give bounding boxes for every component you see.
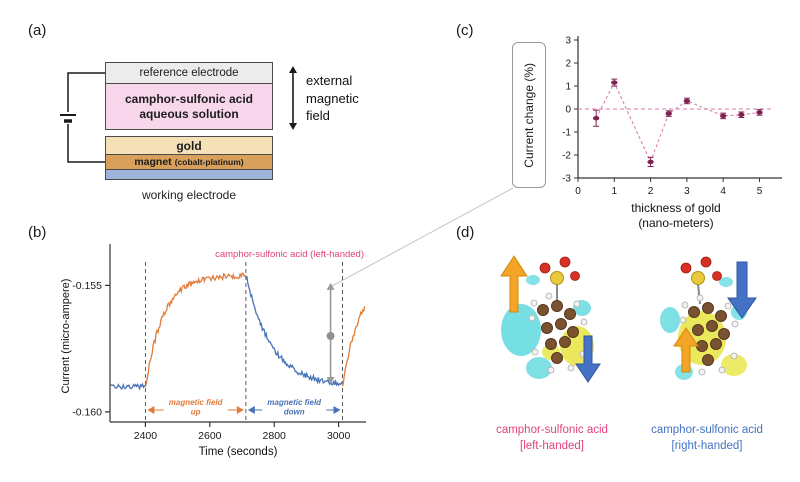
current-change-axis-label-box: Current change (%)	[512, 42, 546, 188]
spin-down-arrow-icon	[575, 335, 601, 383]
magnet-sublabel: (cobalt-platinum)	[174, 157, 244, 167]
svg-text:2800: 2800	[263, 430, 287, 442]
spin-up-arrow-icon	[500, 255, 528, 313]
svg-text:3000: 3000	[327, 430, 351, 442]
reference-electrode-label: reference electrode	[139, 67, 239, 79]
panel-b-label: (b)	[28, 224, 47, 241]
magnet-label: magnet	[134, 156, 172, 168]
sulfur-atom	[550, 271, 564, 285]
svg-text:1: 1	[565, 82, 571, 93]
oxygen-atoms	[680, 256, 722, 281]
electrode-stack: reference electrode camphor-sulfonic aci…	[105, 62, 273, 180]
working-electrode-label: working electrode	[141, 188, 237, 202]
right-molecule-caption-line2: [right-handed]	[671, 440, 743, 453]
carbon-atoms	[537, 300, 579, 364]
current-change-vs-thickness-chart: -3 -2 -1 0 1 2 3 0 1 2 3 4 5 thickness of gold(nano-m…	[562, 36, 782, 230]
cyan-isosurface	[526, 357, 552, 379]
svg-text:thickness of gold: thickness of gold	[631, 201, 720, 215]
cyan-isosurface	[526, 275, 540, 285]
yellow-isosurface	[721, 354, 747, 376]
svg-text:magnetic field: magnetic field	[169, 398, 224, 407]
external-field-label: external magnetic field	[306, 72, 359, 125]
svg-text:Current (micro-ampere): Current (micro-ampere)	[60, 279, 72, 394]
molecule-right-handed-image	[660, 256, 757, 380]
layer-solution: camphor-sulfonic acid aqueous solution	[105, 84, 273, 130]
panel-c-label: (c)	[456, 22, 474, 39]
svg-text:magnetic field: magnetic field	[267, 398, 322, 407]
external-field-line2: magnetic	[306, 90, 359, 106]
current-change-axis-label: Current change (%)	[522, 62, 536, 168]
svg-text:-3: -3	[562, 174, 571, 185]
right-molecule-caption-line1: camphor-sulfonic acid	[651, 424, 763, 436]
svg-text:-2: -2	[562, 151, 571, 162]
spin-down-arrow-icon	[727, 261, 757, 319]
solution-label-line2: aqueous solution	[139, 106, 239, 121]
cyan-isosurface	[719, 277, 733, 287]
svg-text:up: up	[191, 408, 201, 417]
magnet-base-band	[105, 170, 273, 180]
layer-magnet: magnet (cobalt-platinum)	[105, 155, 273, 170]
current-vs-time-chart: -0.155 -0.160 2400 2600 2800 3000 Time (second…	[60, 244, 366, 458]
svg-text:down: down	[284, 408, 305, 417]
left-molecule-caption: camphor-sulfonic acid [left-handed]	[467, 422, 637, 454]
svg-text:2400: 2400	[134, 430, 158, 442]
svg-text:0: 0	[565, 105, 571, 116]
svg-text:3: 3	[565, 36, 571, 47]
svg-text:-1: -1	[562, 128, 571, 139]
svg-text:1: 1	[612, 186, 618, 197]
carbon-atoms	[688, 302, 730, 366]
cyan-isosurface	[660, 307, 680, 333]
external-field-double-arrow-icon	[289, 66, 297, 130]
svg-text:4: 4	[720, 186, 726, 197]
sulfur-atom	[691, 271, 705, 285]
svg-text:-0.160: -0.160	[72, 406, 102, 418]
left-molecule-caption-line2: [left-handed]	[520, 440, 584, 453]
molecule-left-handed-image	[500, 255, 601, 383]
svg-text:-0.155: -0.155	[72, 280, 102, 292]
svg-text:(nano-meters): (nano-meters)	[638, 216, 713, 230]
left-molecule-caption-line1: camphor-sulfonic acid	[496, 424, 608, 436]
svg-text:2: 2	[565, 59, 571, 70]
layer-gold: gold	[105, 136, 273, 155]
svg-text:2600: 2600	[198, 430, 222, 442]
svg-text:5: 5	[757, 186, 763, 197]
cyan-isosurface	[501, 304, 541, 356]
svg-text:2: 2	[648, 186, 654, 197]
panel-d-label: (d)	[456, 224, 475, 241]
svg-text:Time (seconds): Time (seconds)	[199, 446, 278, 458]
hydrogen-atoms	[679, 294, 739, 376]
battery-circuit-icon	[60, 72, 105, 163]
panel-a-label: (a)	[28, 22, 47, 39]
spin-up-arrow-icon	[673, 327, 699, 373]
svg-text:camphor-sulfonic acid (left-ha: camphor-sulfonic acid (left-handed)	[215, 249, 364, 260]
hydrogen-atoms	[528, 292, 588, 374]
right-molecule-caption: camphor-sulfonic acid [right-handed]	[622, 422, 792, 454]
svg-text:0: 0	[575, 186, 581, 197]
oxygen-atoms	[539, 256, 580, 281]
external-field-line3: field	[306, 108, 330, 124]
solution-label-line1: camphor-sulfonic acid	[124, 91, 254, 106]
layer-reference-electrode: reference electrode	[105, 62, 273, 84]
gold-label: gold	[176, 138, 202, 153]
external-field-line1: external	[306, 73, 353, 88]
svg-text:3: 3	[684, 186, 690, 197]
